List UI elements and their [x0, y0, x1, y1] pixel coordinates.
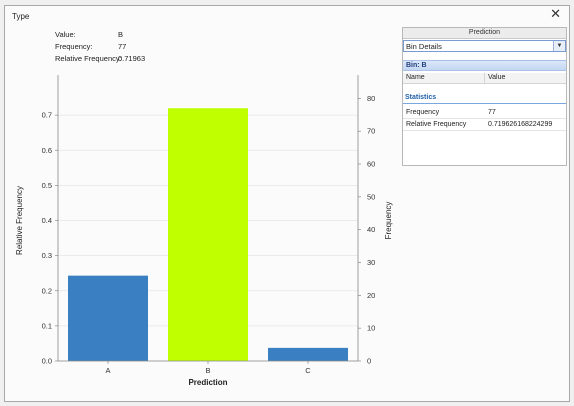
bar-a	[68, 275, 148, 361]
y2-tick-label: 0	[367, 357, 371, 366]
y-tick-label: 0.1	[42, 321, 52, 330]
y-tick-label: 0.4	[42, 216, 52, 225]
section-divider	[403, 103, 566, 104]
axis-labels: 0.0 0.1 0.2 0.3 0.4 0.5 0.6 0.7 0 10 20 30 40 50 60 70 8…	[15, 94, 393, 387]
y-tick-label: 0.0	[42, 357, 52, 366]
y2-tick-label: 40	[367, 225, 375, 234]
x-tick-label: A	[105, 366, 110, 375]
y2-tick-label: 20	[367, 291, 375, 300]
y-tick-label: 0.3	[42, 251, 52, 260]
section-statistics: Statistics	[405, 94, 437, 101]
y2-tick-label: 10	[367, 324, 375, 333]
window-title: Type	[12, 12, 30, 21]
info-value-relative-frequency: 0.71963	[118, 54, 146, 63]
y-tick-label: 0.2	[42, 286, 52, 295]
bars	[68, 108, 348, 361]
axes	[55, 75, 361, 364]
x-tick-label: C	[305, 366, 311, 375]
table-row[interactable]: Frequency 77	[403, 107, 566, 119]
y2-tick-label: 60	[367, 160, 375, 169]
dialog-window: Type ✕ Value: B Frequency: 77 Relative F…	[4, 5, 570, 402]
row-name: Frequency	[406, 109, 440, 116]
y2-tick-label: 50	[367, 192, 375, 201]
column-headers: Name Value	[403, 73, 566, 84]
y-tick-label: 0.5	[42, 181, 52, 190]
bin-details-dropdown[interactable]: Bin Details ▼	[403, 40, 566, 52]
column-header-name[interactable]: Name	[406, 74, 425, 81]
row-value: 0.719626168224299	[488, 121, 553, 128]
bin-title: Bin: B	[403, 60, 566, 71]
info-value-frequency: 77	[118, 42, 127, 51]
y2-tick-label: 70	[367, 127, 375, 136]
chevron-down-icon[interactable]: ▼	[553, 41, 565, 51]
column-divider[interactable]	[484, 73, 485, 83]
column-header-value[interactable]: Value	[488, 74, 506, 81]
x-axis-title: Prediction	[188, 378, 227, 387]
bar-c	[268, 347, 348, 361]
row-name: Relative Frequency	[406, 121, 467, 128]
close-icon[interactable]: ✕	[550, 6, 561, 21]
y2-tick-label: 80	[367, 94, 375, 103]
dropdown-value: Bin Details	[406, 42, 442, 51]
info-label-frequency: Frequency:	[55, 42, 93, 51]
y-tick-label: 0.6	[42, 146, 52, 155]
info-label-value: Value:	[55, 30, 76, 39]
y-axis-title: Relative Frequency	[15, 186, 24, 255]
table-row[interactable]: Relative Frequency 0.719626168224299	[403, 119, 566, 131]
info-value-value: B	[118, 30, 124, 39]
info-label-relative-frequency: Relative Frequency:	[55, 54, 122, 63]
bar-b	[168, 108, 248, 361]
row-value: 77	[488, 109, 496, 116]
panel-header: Prediction	[403, 28, 566, 39]
prediction-panel: Prediction Bin Details ▼ Bin: B Name Val…	[402, 27, 567, 166]
y2-tick-label: 30	[367, 258, 375, 267]
x-tick-label: B	[205, 366, 210, 375]
y-tick-label: 0.7	[42, 111, 52, 120]
y2-axis-title: Frequency	[384, 202, 393, 240]
bar-chart: 0.0 0.1 0.2 0.3 0.4 0.5 0.6 0.7 0 10 20 30 40 50 60 70 8…	[15, 75, 393, 387]
